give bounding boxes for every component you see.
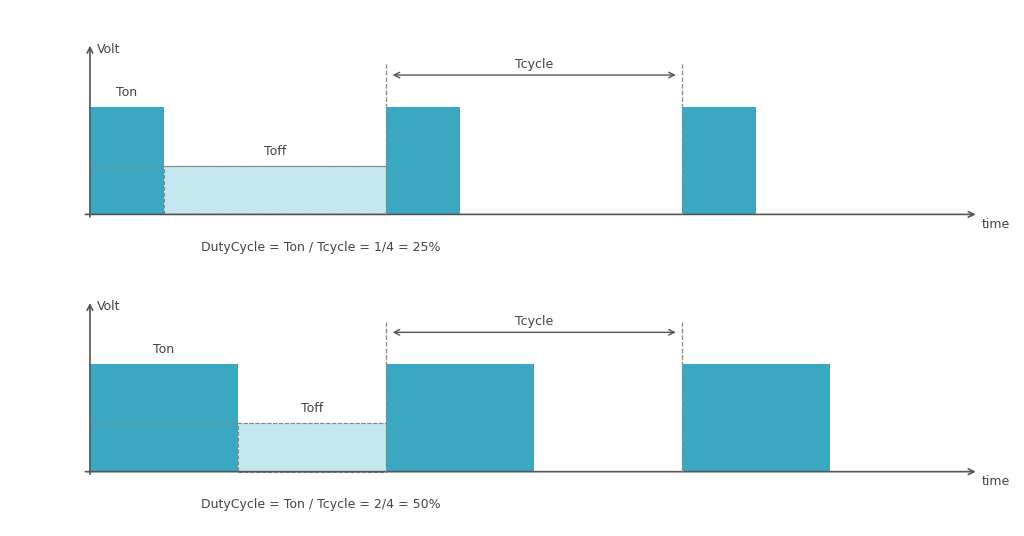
- Text: Volt: Volt: [97, 300, 121, 313]
- Text: Tcycle: Tcycle: [515, 315, 553, 328]
- Text: Toff: Toff: [264, 145, 286, 158]
- Text: DutyCycle = Ton / Tcycle = 1/4 = 25%: DutyCycle = Ton / Tcycle = 1/4 = 25%: [201, 241, 440, 254]
- Text: Tcycle: Tcycle: [515, 58, 553, 71]
- Text: Volt: Volt: [97, 43, 121, 56]
- Text: DutyCycle = Ton / Tcycle = 2/4 = 50%: DutyCycle = Ton / Tcycle = 2/4 = 50%: [201, 498, 440, 511]
- Text: Ton: Ton: [154, 343, 174, 356]
- Text: Toff: Toff: [301, 402, 324, 415]
- Text: Ton: Ton: [117, 86, 137, 99]
- Bar: [90, 364, 238, 472]
- Bar: [682, 364, 830, 472]
- Text: time: time: [982, 475, 1011, 488]
- Text: time: time: [982, 218, 1011, 230]
- Bar: [386, 107, 460, 214]
- Bar: [238, 423, 386, 472]
- Bar: [164, 166, 386, 214]
- Bar: [90, 107, 164, 214]
- Bar: [682, 107, 757, 214]
- Bar: [386, 364, 535, 472]
